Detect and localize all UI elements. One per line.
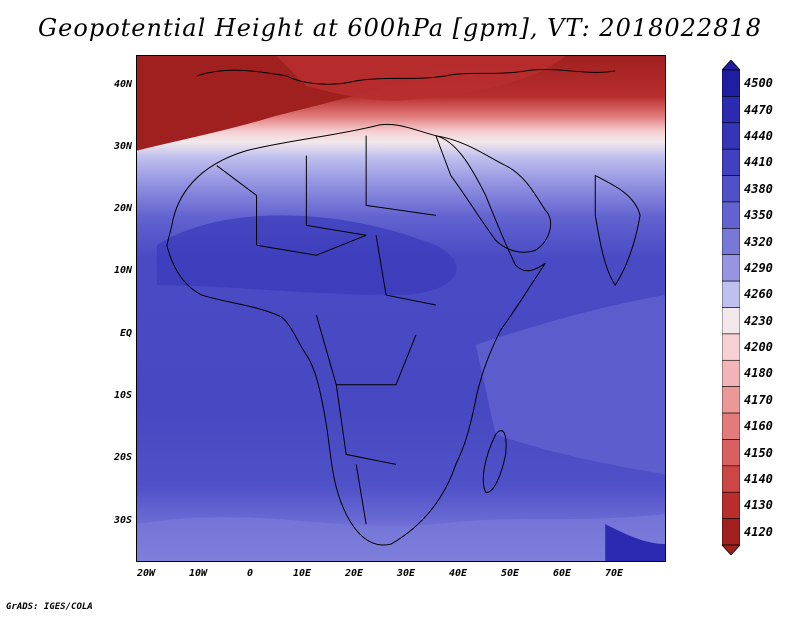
indian-ocean-anomaly [475, 295, 665, 475]
geopotential-map [137, 56, 665, 561]
lon-tick-20w: 20W [136, 568, 156, 579]
colorbar [722, 60, 740, 555]
lon-tick-10e: 10E [292, 568, 312, 579]
colorbar-swatch [722, 96, 740, 124]
madagascar-outline [482, 430, 507, 493]
colorbar-swatch [722, 280, 740, 308]
colorbar-swatch [722, 333, 740, 361]
colorbar-level-label: 4350 [744, 208, 773, 223]
colorbar-level-label: 4170 [744, 392, 773, 407]
lon-tick-30e: 30E [396, 568, 416, 579]
lat-tick-30n: 30N [113, 141, 132, 152]
colorbar-swatch [722, 201, 740, 229]
colorbar-level-label: 4290 [744, 260, 773, 275]
lon-tick-60e: 60E [552, 568, 572, 579]
colorbar-swatch [722, 491, 740, 519]
colorbar-level-label: 4230 [744, 313, 773, 328]
colorbar-swatch [722, 412, 740, 440]
colorbar-level-label: 4180 [744, 366, 773, 381]
colorbar-swatch [722, 386, 740, 414]
coastlines [166, 69, 641, 546]
colorbar-level-label: 4140 [744, 472, 773, 487]
colorbar-level-label: 4380 [744, 181, 773, 196]
map-panel [136, 55, 666, 562]
lat-tick-40n: 40N [113, 79, 132, 90]
africa-outline [166, 123, 546, 546]
colorbar-swatch [722, 439, 740, 467]
lat-tick-10n: 10N [113, 265, 132, 276]
grads-credit: GrADS: IGES/COLA [6, 602, 93, 612]
colorbar-swatch [722, 148, 740, 176]
lon-tick-50e: 50E [500, 568, 520, 579]
colorbar-level-label: 4200 [744, 340, 773, 355]
lat-tick-20n: 20N [113, 203, 132, 214]
colorbar-swatch [722, 228, 740, 256]
colorbar-swatch [722, 175, 740, 203]
colorbar-swatch [722, 307, 740, 335]
india-outline [594, 174, 641, 286]
lat-tick-eq: EQ [119, 328, 132, 339]
lon-tick-20e: 20E [344, 568, 364, 579]
lat-tick-30s: 30S [113, 515, 132, 526]
lon-tick-40e: 40E [448, 568, 468, 579]
lon-tick-70e: 70E [604, 568, 624, 579]
colorbar-swatch [722, 122, 740, 150]
colorbar-level-label: 4260 [744, 287, 773, 302]
chart-title: Geopotential Height at 600hPa [gpm], VT:… [38, 14, 762, 42]
colorbar-swatch [722, 518, 740, 546]
colorbar-level-label: 4410 [744, 155, 773, 170]
colorbar-level-label: 4130 [744, 498, 773, 513]
colorbar-bottom-arrow [722, 544, 740, 555]
europe-outline [196, 69, 616, 85]
lat-tick-10s: 10S [113, 390, 132, 401]
colorbar-swatch [722, 465, 740, 493]
field-background [137, 56, 665, 561]
colorbar-swatch [722, 359, 740, 387]
colorbar-level-label: 4160 [744, 419, 773, 434]
colorbar-level-label: 4500 [744, 76, 773, 91]
colorbar-level-label: 4440 [744, 128, 773, 143]
colorbar-swatch [722, 254, 740, 282]
colorbar-level-label: 4150 [744, 445, 773, 460]
arabia-outline [435, 135, 552, 253]
sahel-low-core [156, 215, 457, 296]
colorbar-level-label: 4120 [744, 524, 773, 539]
colorbar-swatch [722, 69, 740, 97]
colorbar-level-label: 4320 [744, 234, 773, 249]
lon-tick-10w: 10W [188, 568, 208, 579]
colorbar-level-label: 4470 [744, 102, 773, 117]
lon-tick-0: 0 [246, 568, 254, 579]
lat-tick-20s: 20S [113, 452, 132, 463]
colorbar-top-arrow [722, 60, 740, 71]
